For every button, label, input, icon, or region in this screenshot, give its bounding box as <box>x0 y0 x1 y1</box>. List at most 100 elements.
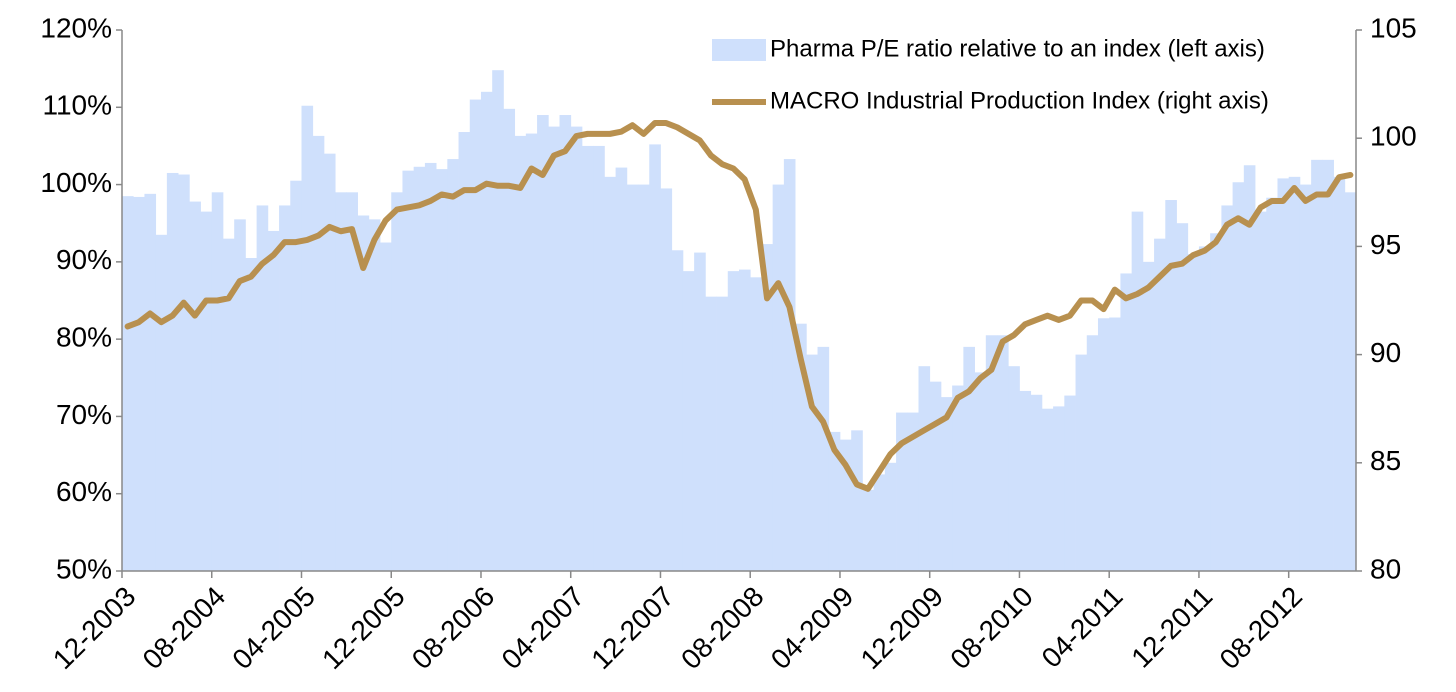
bar <box>178 174 190 571</box>
bar <box>851 430 863 571</box>
bar <box>290 180 302 571</box>
bar <box>1086 335 1099 571</box>
x-tick-label: 04-2005 <box>226 581 321 676</box>
bar <box>615 167 628 571</box>
bar <box>1176 223 1189 571</box>
bar <box>525 133 538 571</box>
bar <box>1187 254 1200 571</box>
bar <box>1154 238 1166 571</box>
bar <box>155 234 168 572</box>
y-tick-label: 80% <box>56 322 112 353</box>
bar <box>1131 211 1144 571</box>
bar <box>1232 182 1245 571</box>
bar <box>166 172 179 571</box>
bar <box>335 192 347 572</box>
y2-tick-label: 80 <box>1370 553 1401 584</box>
bar <box>1322 159 1334 571</box>
bar <box>1064 395 1076 571</box>
bar <box>234 219 246 571</box>
bar <box>1344 192 1357 572</box>
bar <box>1288 176 1301 572</box>
y-tick-label: 50% <box>56 553 112 584</box>
bar <box>436 169 448 571</box>
bar <box>783 159 796 571</box>
bar <box>828 431 841 571</box>
bar <box>1165 200 1177 571</box>
bar <box>480 91 493 571</box>
bar <box>716 296 729 571</box>
bar <box>256 205 269 571</box>
bar <box>974 372 987 571</box>
bar <box>929 381 942 571</box>
bar <box>1053 406 1065 571</box>
bar <box>671 250 684 571</box>
y-tick-label: 120% <box>40 12 112 43</box>
x-tick-label: 08-2004 <box>137 581 232 676</box>
bar <box>380 242 392 572</box>
bar <box>761 244 774 571</box>
legend-swatch <box>712 39 766 61</box>
x-tick-label: 08-2010 <box>944 581 1039 676</box>
bar <box>503 108 516 572</box>
bar <box>469 99 482 572</box>
bar <box>447 159 459 571</box>
bar <box>144 193 157 572</box>
bar <box>862 489 875 571</box>
bar <box>581 145 594 571</box>
bar <box>424 162 437 571</box>
bar <box>638 184 650 572</box>
x-tick-label: 04-2007 <box>496 581 591 676</box>
bar <box>839 439 852 571</box>
x-tick-label: 08-2006 <box>406 581 501 676</box>
bar <box>806 354 818 571</box>
bar <box>1109 317 1121 571</box>
bar <box>626 184 639 572</box>
bar <box>884 462 897 571</box>
bar <box>1299 184 1312 572</box>
y2-tick-label: 85 <box>1370 445 1401 476</box>
bar <box>548 126 560 571</box>
bar <box>1243 165 1256 571</box>
bar <box>997 335 1009 571</box>
bar <box>952 385 964 571</box>
y-tick-label: 110% <box>42 90 112 121</box>
bar <box>1030 394 1043 571</box>
bar <box>267 230 280 571</box>
bar <box>1097 318 1110 571</box>
bar <box>694 252 706 571</box>
x-tick-label: 12-2007 <box>585 581 680 676</box>
x-tick-label: 08-2008 <box>675 581 770 676</box>
bar <box>211 192 224 572</box>
bar <box>1333 176 1346 572</box>
y-tick-label: 90% <box>56 244 112 275</box>
bar <box>727 271 740 571</box>
x-tick-label: 08-2012 <box>1214 581 1309 676</box>
y2-tick-label: 105 <box>1370 12 1417 43</box>
bar <box>245 257 258 571</box>
y2-tick-label: 100 <box>1370 121 1417 152</box>
bar <box>1255 211 1267 571</box>
bar <box>750 277 762 571</box>
bar <box>873 474 886 571</box>
bar <box>189 201 201 571</box>
bar <box>1142 261 1155 571</box>
bar <box>346 192 358 572</box>
bar <box>1311 159 1323 571</box>
bar <box>705 296 717 571</box>
bar <box>391 192 403 572</box>
bar <box>402 170 415 571</box>
bar <box>896 412 908 571</box>
x-tick-label: 12-2003 <box>47 581 142 676</box>
bar <box>279 205 291 571</box>
bar <box>963 346 975 571</box>
bar <box>1008 366 1020 571</box>
bar <box>1019 390 1032 571</box>
bar <box>772 184 785 572</box>
bar <box>492 70 504 571</box>
bar <box>682 271 695 571</box>
bar <box>1210 233 1222 572</box>
bar <box>1075 354 1088 571</box>
bar <box>222 238 235 571</box>
bar <box>1277 178 1290 572</box>
